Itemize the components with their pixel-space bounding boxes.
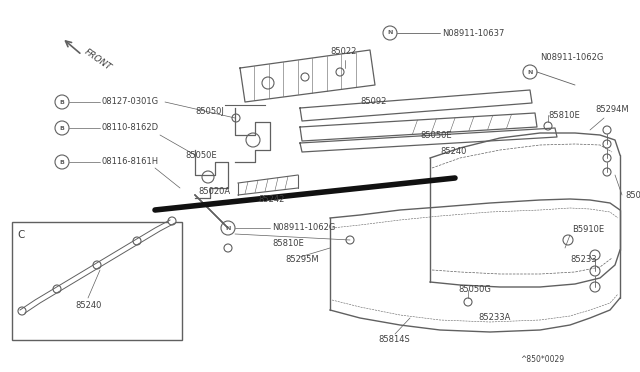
Circle shape [224,244,232,252]
Text: 85050: 85050 [625,190,640,199]
Circle shape [590,250,600,260]
Text: N: N [527,70,532,74]
Circle shape [346,236,354,244]
Circle shape [603,154,611,162]
Circle shape [603,126,611,134]
Text: 85092: 85092 [360,97,387,106]
Bar [12,222,182,340]
Circle shape [464,298,472,306]
Text: 85814S: 85814S [378,336,410,344]
Text: 85020A: 85020A [198,187,230,196]
Circle shape [544,122,552,130]
Circle shape [246,133,260,147]
Text: 85050J: 85050J [195,108,224,116]
Text: N: N [387,31,393,35]
Circle shape [590,282,600,292]
Text: C: C [17,230,24,240]
Circle shape [53,285,61,293]
Text: N08911-1062G: N08911-1062G [540,54,604,62]
Text: N: N [225,225,230,231]
Text: 85050E: 85050E [420,131,452,141]
Text: 85295M: 85295M [285,256,319,264]
Circle shape [563,235,573,245]
Circle shape [133,237,141,245]
Text: 08127-0301G: 08127-0301G [102,97,159,106]
Text: 85294M: 85294M [595,106,628,115]
Circle shape [168,217,176,225]
Text: ^850*0029: ^850*0029 [520,356,564,365]
Circle shape [232,114,240,122]
Text: 85810E: 85810E [272,240,304,248]
Circle shape [590,266,600,276]
Text: N08911-1062G: N08911-1062G [272,224,335,232]
Circle shape [55,95,69,109]
Circle shape [603,140,611,148]
Circle shape [55,155,69,169]
Text: B5910E: B5910E [572,225,604,234]
Text: N08911-10637: N08911-10637 [442,29,504,38]
Circle shape [18,307,26,315]
Circle shape [55,121,69,135]
Text: 85240: 85240 [75,301,101,310]
Circle shape [523,65,537,79]
Text: FRONT: FRONT [83,48,113,73]
Text: B: B [60,99,65,105]
Circle shape [221,221,235,235]
Text: B: B [60,125,65,131]
Text: 85240: 85240 [440,148,467,157]
Text: 85242: 85242 [258,196,284,205]
Circle shape [262,77,274,89]
Text: 08110-8162D: 08110-8162D [102,124,159,132]
Text: 85810E: 85810E [548,110,580,119]
Circle shape [336,68,344,76]
Circle shape [93,261,101,269]
Text: 08116-8161H: 08116-8161H [102,157,159,167]
Circle shape [603,168,611,176]
Text: 85233A: 85233A [478,314,510,323]
Circle shape [383,26,397,40]
Text: 85022: 85022 [330,48,356,57]
Text: 85233: 85233 [570,256,596,264]
Text: 85050G: 85050G [458,285,491,295]
Text: B: B [60,160,65,164]
Circle shape [301,73,309,81]
Circle shape [202,171,214,183]
Text: 85050E: 85050E [185,151,216,160]
